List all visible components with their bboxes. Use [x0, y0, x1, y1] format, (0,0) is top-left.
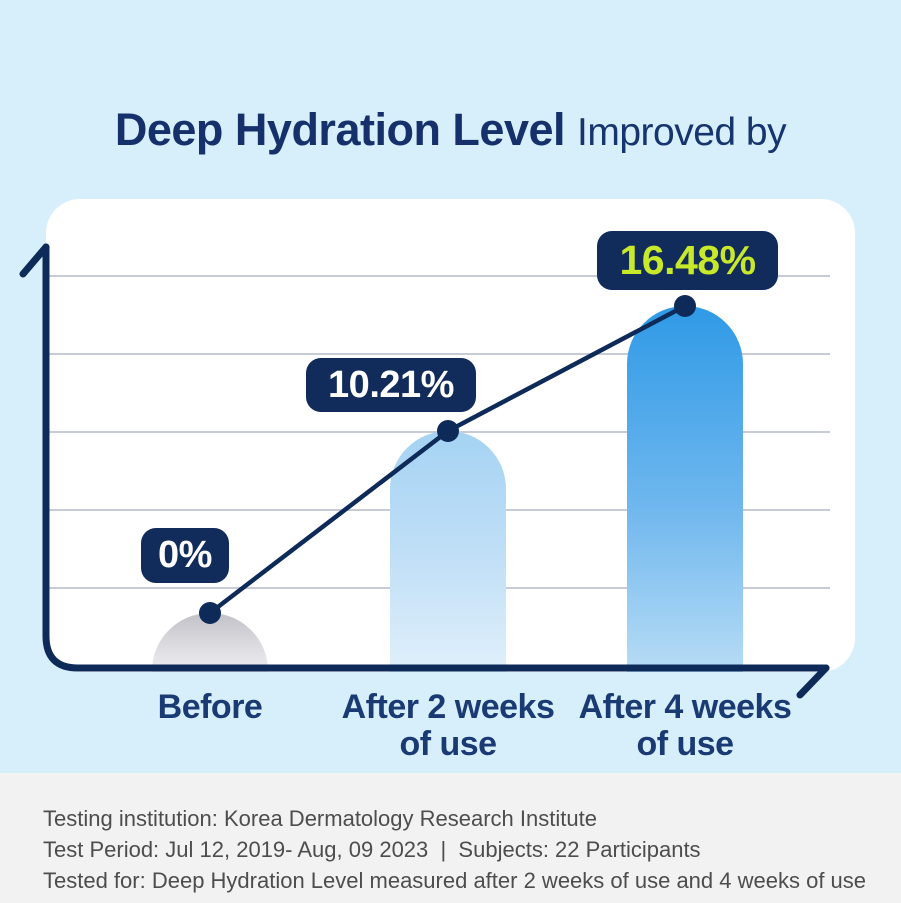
value-badge-4-weeks-label: 16.48% [619, 237, 756, 283]
footer: Testing institution: Korea Dermatology R… [0, 773, 901, 903]
bar-after-2-weeks [390, 431, 506, 672]
value-badge-before-label: 0% [158, 534, 212, 576]
page-title-text: Deep Hydration Level Improved by [114, 104, 787, 156]
x-axis-label-4-weeks: After 4 weeks of use [565, 689, 805, 763]
value-badge-2-weeks-label: 10.21% [328, 363, 454, 406]
value-badge-before: 0% [141, 528, 229, 583]
x-axis-label-2-weeks-line1: After 2 weeks [341, 688, 555, 726]
x-axis-label-4-weeks-line2: of use [636, 725, 734, 763]
x-axis-label-2-weeks: After 2 weeks of use [328, 689, 568, 763]
title-main: Deep Hydration Level [114, 104, 566, 155]
bar-after-4-weeks [627, 306, 743, 672]
x-axis-label-2-weeks-line2: of use [399, 725, 497, 763]
page-title: Deep Hydration Level Improved by [0, 0, 901, 170]
x-axis-label-4-weeks-line1: After 4 weeks [578, 688, 792, 726]
footer-test-period-subjects: Test Period: Jul 12, 2019- Aug, 09 2023 … [43, 837, 701, 862]
x-axis-label-before-line1: Before [157, 688, 263, 726]
footer-tested-for: Tested for: Deep Hydration Level measure… [43, 868, 867, 893]
value-badge-4-weeks: 16.48% [597, 231, 778, 290]
x-axis-label-before: Before [90, 689, 330, 726]
value-badge-2-weeks: 10.21% [306, 358, 476, 412]
title-suffix: Improved by [577, 111, 787, 154]
y-axis-arrow [19, 243, 50, 278]
footer-testing-institution: Testing institution: Korea Dermatology R… [43, 806, 597, 831]
